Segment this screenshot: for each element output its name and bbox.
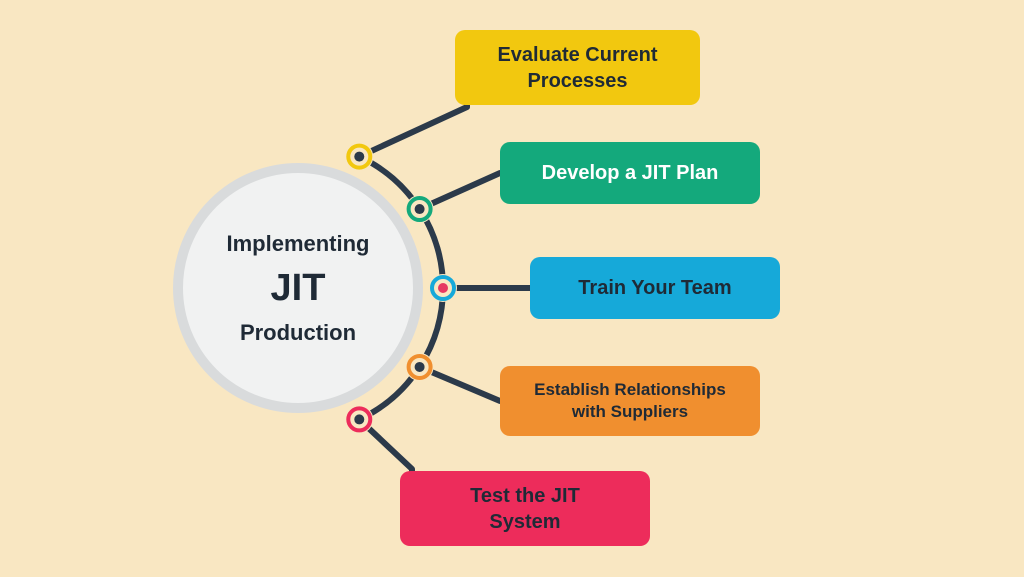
central-circle: Implementing JIT Production [173, 163, 423, 413]
step-label: Evaluate CurrentProcesses [497, 42, 657, 94]
central-title-line1: Implementing [226, 231, 369, 257]
step-label: Develop a JIT Plan [542, 160, 719, 186]
central-title-line2: JIT [271, 267, 326, 310]
step-label: Establish Relationshipswith Suppliers [534, 379, 726, 423]
step-box-5: Test the JITSystem [400, 471, 650, 546]
step-box-1: Evaluate CurrentProcesses [455, 30, 700, 105]
central-title-line3: Production [240, 320, 356, 346]
diagram-canvas: Implementing JIT Production Evaluate Cur… [0, 0, 1024, 577]
step-label: Test the JITSystem [470, 483, 580, 535]
step-label: Train Your Team [578, 275, 731, 301]
step-box-2: Develop a JIT Plan [500, 142, 760, 204]
step-box-3: Train Your Team [530, 257, 780, 319]
step-box-4: Establish Relationshipswith Suppliers [500, 366, 760, 436]
